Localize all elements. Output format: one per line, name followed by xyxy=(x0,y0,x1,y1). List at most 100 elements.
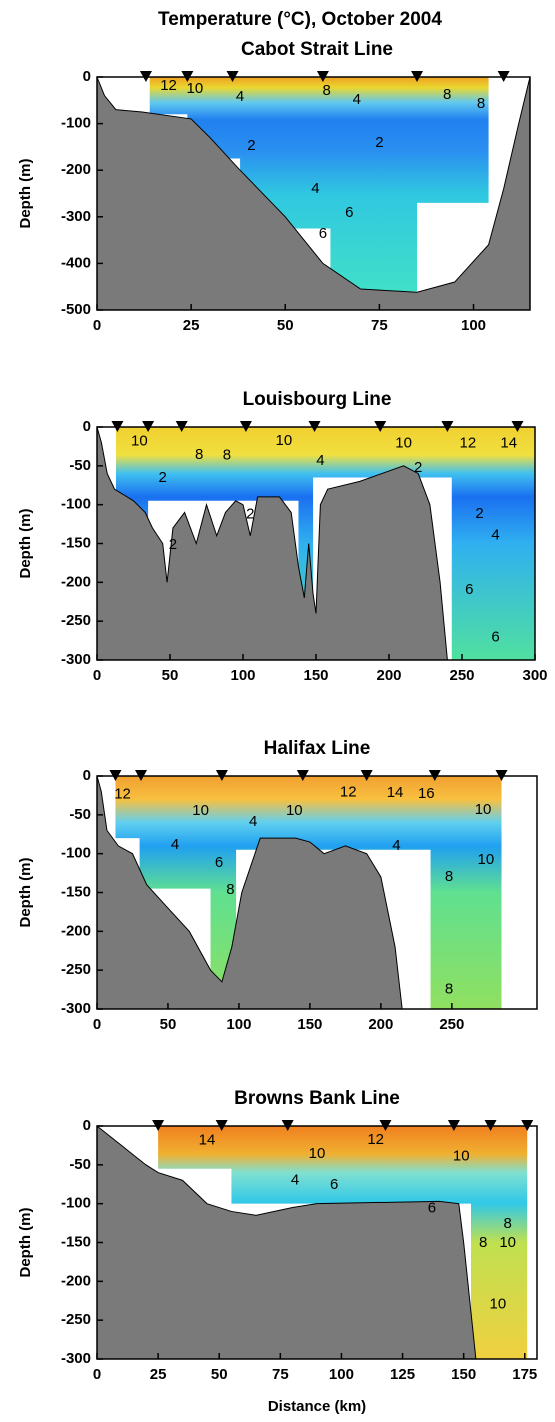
contour-label: 6 xyxy=(428,1199,436,1216)
y-tick-label: -100 xyxy=(61,1195,91,1212)
station-marker xyxy=(215,1120,228,1131)
contour-label: 8 xyxy=(477,95,485,112)
x-tick-label: 25 xyxy=(150,1366,167,1383)
y-tick-label: -50 xyxy=(69,806,91,823)
x-tick-label: 300 xyxy=(522,667,547,684)
x-tick-label: 75 xyxy=(272,1366,289,1383)
contour-label: 12 xyxy=(114,786,131,803)
y-tick-label: -150 xyxy=(61,883,91,900)
contour-label: 14 xyxy=(387,784,404,801)
contour-label: 8 xyxy=(323,82,331,99)
y-tick-label: -100 xyxy=(61,115,91,132)
y-tick-label: 0 xyxy=(83,767,91,784)
x-tick-label: 200 xyxy=(376,667,401,684)
x-tick-label: 0 xyxy=(93,1366,101,1383)
x-tick-label: 250 xyxy=(449,667,474,684)
station-marker xyxy=(308,421,321,432)
seafloor-line xyxy=(96,76,531,293)
station-marker xyxy=(215,770,228,781)
y-tick-label: -200 xyxy=(61,1272,91,1289)
contour-label: 8 xyxy=(195,446,203,463)
contour-label: 8 xyxy=(443,86,451,103)
y-tick-label: -100 xyxy=(61,845,91,862)
seafloor-line xyxy=(96,1125,477,1360)
y-tick-label: -100 xyxy=(61,496,91,513)
contour-label: 2 xyxy=(475,505,483,522)
contour-label: 4 xyxy=(236,88,244,105)
station-marker xyxy=(521,1120,534,1131)
seafloor-fill xyxy=(97,77,530,310)
contour-label: 4 xyxy=(353,91,361,108)
contour-label: 6 xyxy=(330,1176,338,1193)
contour-label: 4 xyxy=(392,837,400,854)
x-tick-label: 50 xyxy=(211,1366,228,1383)
x-tick-label: 75 xyxy=(371,317,388,334)
y-tick-label: -400 xyxy=(61,254,91,271)
station-marker xyxy=(511,421,524,432)
plot-frame xyxy=(96,76,531,311)
contour-label: 6 xyxy=(465,581,473,598)
contour-label: 4 xyxy=(249,813,257,830)
station-marker xyxy=(109,770,122,781)
station-marker xyxy=(281,1120,294,1131)
station-marker xyxy=(484,1120,497,1131)
station-marker xyxy=(360,770,373,781)
x-tick-label: 125 xyxy=(390,1366,415,1383)
station-marker xyxy=(374,421,387,432)
contour-label: 8 xyxy=(226,881,234,898)
station-marker xyxy=(226,71,239,82)
x-tick-label: 250 xyxy=(439,1016,464,1033)
y-tick-label: -250 xyxy=(61,961,91,978)
contour-label: 12 xyxy=(459,434,476,451)
contour-label: 2 xyxy=(414,459,422,476)
x-tick-label: 100 xyxy=(329,1366,354,1383)
contour-label: 8 xyxy=(445,868,453,885)
station-marker xyxy=(135,770,147,781)
contour-label: 10 xyxy=(490,1296,507,1313)
x-tick-label: 100 xyxy=(226,1016,251,1033)
y-axis-label: Depth (m) xyxy=(17,509,34,579)
y-tick-label: -250 xyxy=(61,1311,91,1328)
y-tick-label: -200 xyxy=(61,573,91,590)
panel-title: Louisbourg Line xyxy=(243,389,392,410)
contour-label: 10 xyxy=(395,434,412,451)
station-marker xyxy=(495,770,508,781)
x-tick-label: 50 xyxy=(160,1016,177,1033)
y-tick-label: -300 xyxy=(61,651,91,668)
sampled-area xyxy=(158,1126,528,1359)
station-marker xyxy=(139,71,152,82)
station-marker xyxy=(142,421,155,432)
y-tick-label: -200 xyxy=(61,161,91,178)
x-tick-label: 150 xyxy=(297,1016,322,1033)
y-axis-label: Depth (m) xyxy=(17,1208,34,1278)
contour-label: 2 xyxy=(247,137,255,154)
contour-label: 12 xyxy=(340,783,357,800)
contour-label: 10 xyxy=(187,80,204,97)
y-tick-label: -300 xyxy=(61,1000,91,1017)
contour-label: 8 xyxy=(223,447,231,464)
seafloor-line xyxy=(96,775,403,1010)
y-tick-label: -50 xyxy=(69,1156,91,1173)
contour-label: 6 xyxy=(319,225,327,242)
contour-label: 4 xyxy=(491,527,499,544)
contour-label: 4 xyxy=(291,1171,299,1188)
y-tick-label: 0 xyxy=(83,68,91,85)
sampled-area xyxy=(149,77,489,292)
y-tick-label: -300 xyxy=(61,1350,91,1367)
y-axis-label: Depth (m) xyxy=(17,159,34,229)
panel-title: Cabot Strait Line xyxy=(241,39,393,60)
x-tick-label: 0 xyxy=(93,1016,101,1033)
station-marker xyxy=(428,770,441,781)
y-tick-label: -250 xyxy=(61,612,91,629)
x-tick-label: 100 xyxy=(461,317,486,334)
contour-label: 10 xyxy=(478,851,495,868)
y-tick-label: -300 xyxy=(61,208,91,225)
contour-label: 2 xyxy=(246,506,254,523)
x-axis-label: Distance (km) xyxy=(268,1398,366,1415)
contour-label: 10 xyxy=(286,802,303,819)
contour-label: 8 xyxy=(445,981,453,998)
seafloor-fill xyxy=(97,427,448,660)
y-tick-label: -150 xyxy=(61,534,91,551)
x-tick-label: 50 xyxy=(162,667,179,684)
